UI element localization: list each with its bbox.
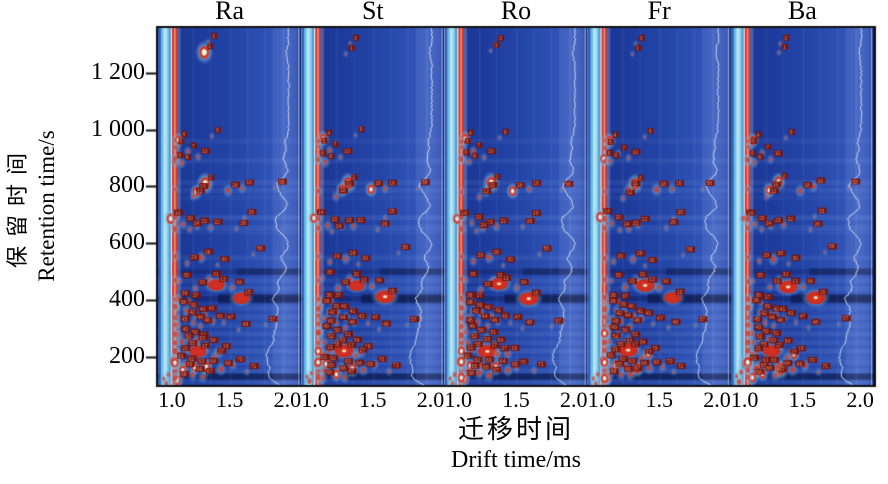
x-tick-fr-2.0: 2.0: [703, 387, 731, 412]
x-tick-fr-1.0: 1.0: [587, 387, 616, 412]
y-tick-1000: 1 000: [91, 115, 145, 142]
x-tick-ro-2.0: 2.0: [559, 387, 588, 412]
y-tick-200: 200: [109, 342, 145, 369]
x-tick-ro-1.0: 1.0: [444, 387, 473, 412]
x-tick-ba-1.0: 1.0: [730, 387, 759, 412]
x-tick-ba-1.5: 1.5: [788, 387, 817, 412]
x-tick-ra-1.5: 1.5: [215, 387, 244, 412]
y-tick-800: 800: [109, 172, 145, 199]
y-tick-1200: 1 200: [91, 58, 145, 85]
x-tick-ra-1.0: 1.0: [158, 387, 186, 412]
x-axis-title: 迁移时间 Drift time/ms: [158, 414, 874, 474]
y-tick-400: 400: [109, 286, 145, 313]
x-axis-title-zh: 迁移时间: [457, 415, 574, 444]
x-tick-st-1.0: 1.0: [301, 387, 329, 412]
panel-title-ro: Ro: [500, 0, 532, 25]
x-tick-ra-2.0: 2.0: [273, 387, 302, 412]
panel-title-ba: Ba: [787, 0, 817, 25]
x-tick-st-1.5: 1.5: [359, 387, 387, 412]
y-tick-600: 600: [109, 229, 145, 256]
y-axis-title: 保留时间 Retention time/s: [3, 76, 63, 336]
panel-title-fr: Fr: [647, 0, 671, 25]
y-axis-title-en: Retention time/s: [34, 130, 59, 282]
x-tick-ba-2.0: 2.0: [846, 387, 874, 412]
x-tick-ro-1.5: 1.5: [502, 387, 530, 412]
x-tick-fr-1.5: 1.5: [645, 387, 673, 412]
x-axis-title-en: Drift time/ms: [451, 447, 581, 473]
y-axis-title-zh: 保留时间: [5, 144, 30, 269]
panel-title-ra: Ra: [215, 0, 245, 25]
panel-title-st: St: [361, 0, 384, 25]
x-tick-st-2.0: 2.0: [416, 387, 445, 412]
